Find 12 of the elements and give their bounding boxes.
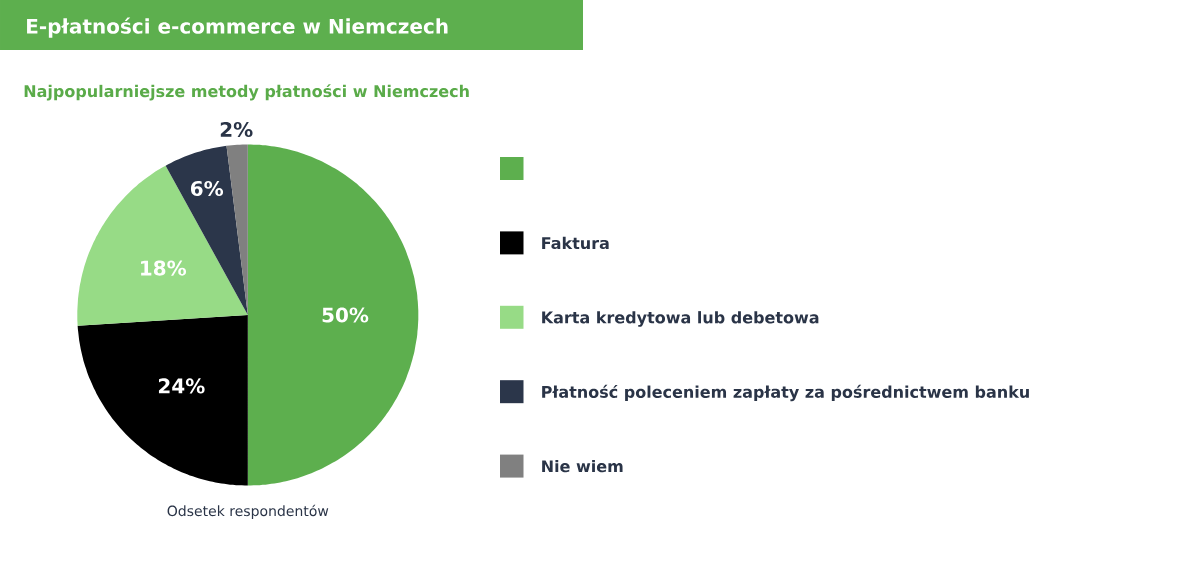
legend-label: Faktura	[542, 236, 609, 250]
legend-label: Nie wiem	[542, 459, 623, 473]
data-label: 2%	[220, 121, 253, 138]
data-label: 18%	[141, 260, 187, 276]
chart-subtitle: Najpopularniejsze metody płatności w Niemczech	[24, 84, 469, 101]
legend-label: Płatność poleceniem zapłaty za pośrednictwem banku	[542, 384, 1029, 402]
data-label: 6%	[190, 180, 224, 197]
data-label: 24%	[158, 378, 205, 394]
chart-title: E-płatności e-commerce w Niemczech	[27, 17, 448, 38]
text: Odsetek respondentów	[167, 504, 329, 519]
legend-label: Karta kredytowa lub debetowa	[542, 311, 819, 327]
data-label: 50%	[322, 307, 369, 323]
